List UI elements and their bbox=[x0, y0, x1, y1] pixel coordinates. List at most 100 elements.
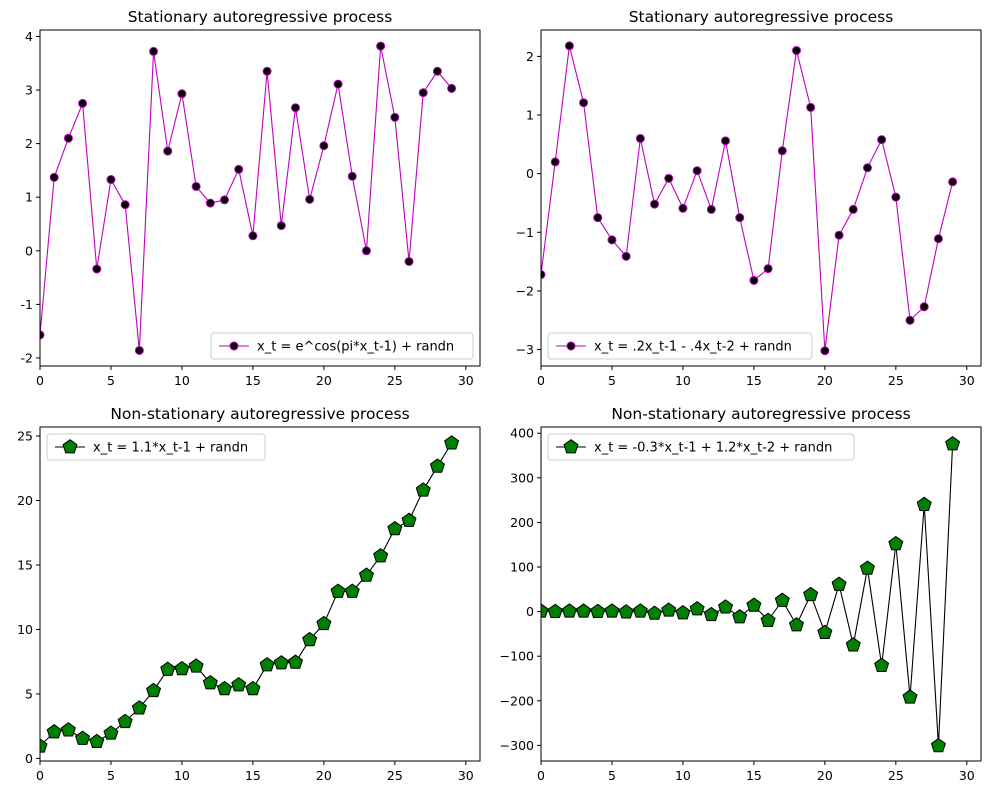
bottom-right-data-point bbox=[746, 597, 762, 612]
top-right-x-tick-label: 5 bbox=[608, 373, 616, 388]
top-left-data-point bbox=[290, 103, 300, 113]
bottom-left-y-tick-label: 15 bbox=[17, 557, 33, 572]
top-right-x-tick-label: 10 bbox=[675, 373, 691, 388]
bottom-right-axes-frame bbox=[540, 426, 982, 762]
bottom-left-data-point bbox=[103, 725, 119, 740]
bottom-right-y-tick-label: 300 bbox=[510, 470, 534, 485]
bottom-right-y-tick-label: 0 bbox=[526, 604, 534, 619]
top-right-data-point bbox=[862, 163, 872, 173]
bottom-right-data-point bbox=[604, 603, 620, 618]
bottom-right-data-point bbox=[774, 592, 790, 607]
bottom-left-x-tick-label: 5 bbox=[107, 768, 115, 783]
bottom-left-data-point bbox=[75, 730, 91, 745]
bottom-left-data-point bbox=[202, 675, 218, 690]
top-left-legend-frame bbox=[210, 332, 474, 360]
top-right-chart-title: Stationary autoregressive process bbox=[629, 8, 894, 26]
top-left-y-tick-label: 0 bbox=[25, 243, 33, 258]
top-left-series-line bbox=[40, 45, 453, 351]
top-right-data-point bbox=[650, 199, 660, 209]
bottom-left-data-point bbox=[89, 733, 105, 749]
bottom-right-data-point bbox=[618, 604, 634, 619]
bottom-left-data-point bbox=[216, 680, 233, 696]
bottom-right-data-point bbox=[689, 601, 705, 616]
top-right-series-line bbox=[541, 45, 954, 351]
top-right-data-point bbox=[621, 251, 631, 261]
bottom-left-data-point bbox=[401, 512, 417, 527]
top-right-data-point bbox=[806, 102, 816, 112]
bottom-left-data-point bbox=[174, 660, 190, 676]
top-left-data-point bbox=[92, 264, 102, 274]
bottom-right-series-line bbox=[541, 443, 954, 746]
bottom-left-legend-label: x_t = 1.1*x_t-1 + randn bbox=[93, 441, 248, 456]
bottom-right-data-point bbox=[930, 737, 946, 753]
bottom-left-legend-frame bbox=[46, 433, 266, 461]
bottom-right-data-point bbox=[817, 624, 833, 639]
bottom-right-x-tick-label: 0 bbox=[537, 768, 545, 783]
top-left-legend: x_t = e^cos(pi*x_t-1) + randn bbox=[210, 332, 474, 360]
top-right-data-point bbox=[919, 302, 929, 312]
bottom-left-data-point bbox=[131, 700, 147, 715]
top-left-data-point bbox=[432, 66, 442, 76]
top-right-y-tick-label: 1 bbox=[526, 108, 534, 123]
top-left-x-tick-label: 30 bbox=[458, 373, 474, 388]
top-right-data-point bbox=[635, 133, 645, 143]
top-right-data-point bbox=[933, 234, 943, 244]
top-right-y-tick-label: −1 bbox=[516, 225, 534, 240]
top-left-data-point bbox=[120, 200, 130, 210]
top-right-x-tick-label: 0 bbox=[537, 373, 545, 388]
top-left-y-tick-label: -2 bbox=[21, 350, 33, 365]
bottom-right-y-tick-label: 400 bbox=[510, 426, 534, 441]
top-left-data-point bbox=[220, 195, 230, 205]
top-left-x-tick-label: 10 bbox=[174, 373, 190, 388]
bottom-right-data-point bbox=[590, 603, 606, 619]
bottom-left-data-point bbox=[188, 658, 204, 673]
bottom-left-chart: Non-stationary autoregressive process 0 5 1… bbox=[17, 405, 481, 783]
bottom-left-data-point bbox=[330, 583, 346, 598]
bottom-right-data-point bbox=[661, 602, 677, 617]
top-left-data-point bbox=[134, 345, 144, 355]
bottom-left-data-point bbox=[117, 713, 133, 729]
bottom-left-data-point bbox=[245, 680, 261, 696]
top-right-axes-frame bbox=[540, 29, 982, 367]
bottom-left-x-tick-label: 30 bbox=[458, 768, 474, 783]
top-left-data-point bbox=[347, 171, 357, 181]
top-right-data-point bbox=[891, 192, 901, 202]
bottom-right-data-point bbox=[831, 576, 847, 591]
bottom-left-y-tick-label: 0 bbox=[25, 751, 33, 766]
top-left-y-tick-label: -1 bbox=[21, 297, 33, 312]
bottom-right-data-point bbox=[916, 496, 932, 511]
top-right-data-point bbox=[593, 213, 603, 223]
top-right-data-point bbox=[735, 213, 745, 223]
bottom-right-x-tick-label: 10 bbox=[675, 768, 691, 783]
top-left-y-tick-label: 3 bbox=[25, 83, 33, 98]
top-left-data-point bbox=[163, 146, 173, 156]
top-left-legend-marker bbox=[229, 341, 239, 351]
bottom-left-legend: x_t = 1.1*x_t-1 + randn bbox=[46, 433, 266, 461]
top-right-data-point bbox=[834, 230, 844, 240]
bottom-right-data-point bbox=[902, 689, 918, 704]
bottom-left-plot-area bbox=[40, 435, 460, 753]
top-right-data-point bbox=[763, 264, 773, 274]
bottom-left-data-point bbox=[160, 661, 176, 676]
bottom-left-legend-marker bbox=[62, 439, 78, 454]
top-right-data-point bbox=[678, 203, 688, 213]
bottom-right-chart-title: Non-stationary autoregressive process bbox=[611, 405, 910, 423]
bottom-left-data-point bbox=[344, 583, 360, 598]
bottom-left-data-point bbox=[302, 631, 318, 647]
top-right-data-point bbox=[877, 135, 887, 145]
bottom-left-data-point bbox=[387, 520, 403, 536]
bottom-right-data-point bbox=[576, 603, 592, 618]
bottom-right-legend-label: x_t = -0.3*x_t-1 + 1.2*x_t-2 + randn bbox=[594, 441, 832, 456]
bottom-left-y-tick-label: 10 bbox=[17, 622, 33, 637]
bottom-right-data-point bbox=[760, 612, 776, 627]
top-left-x-tick-label: 25 bbox=[387, 373, 403, 388]
top-right-data-point bbox=[706, 204, 716, 214]
bottom-right-data-point bbox=[874, 657, 890, 672]
top-left-data-point bbox=[305, 194, 315, 204]
bottom-left-data-point bbox=[259, 657, 275, 672]
top-right-legend-frame bbox=[547, 332, 813, 360]
top-right-data-point bbox=[749, 275, 759, 285]
bottom-left-data-point bbox=[429, 458, 445, 473]
bottom-right-x-tick-label: 30 bbox=[959, 768, 975, 783]
